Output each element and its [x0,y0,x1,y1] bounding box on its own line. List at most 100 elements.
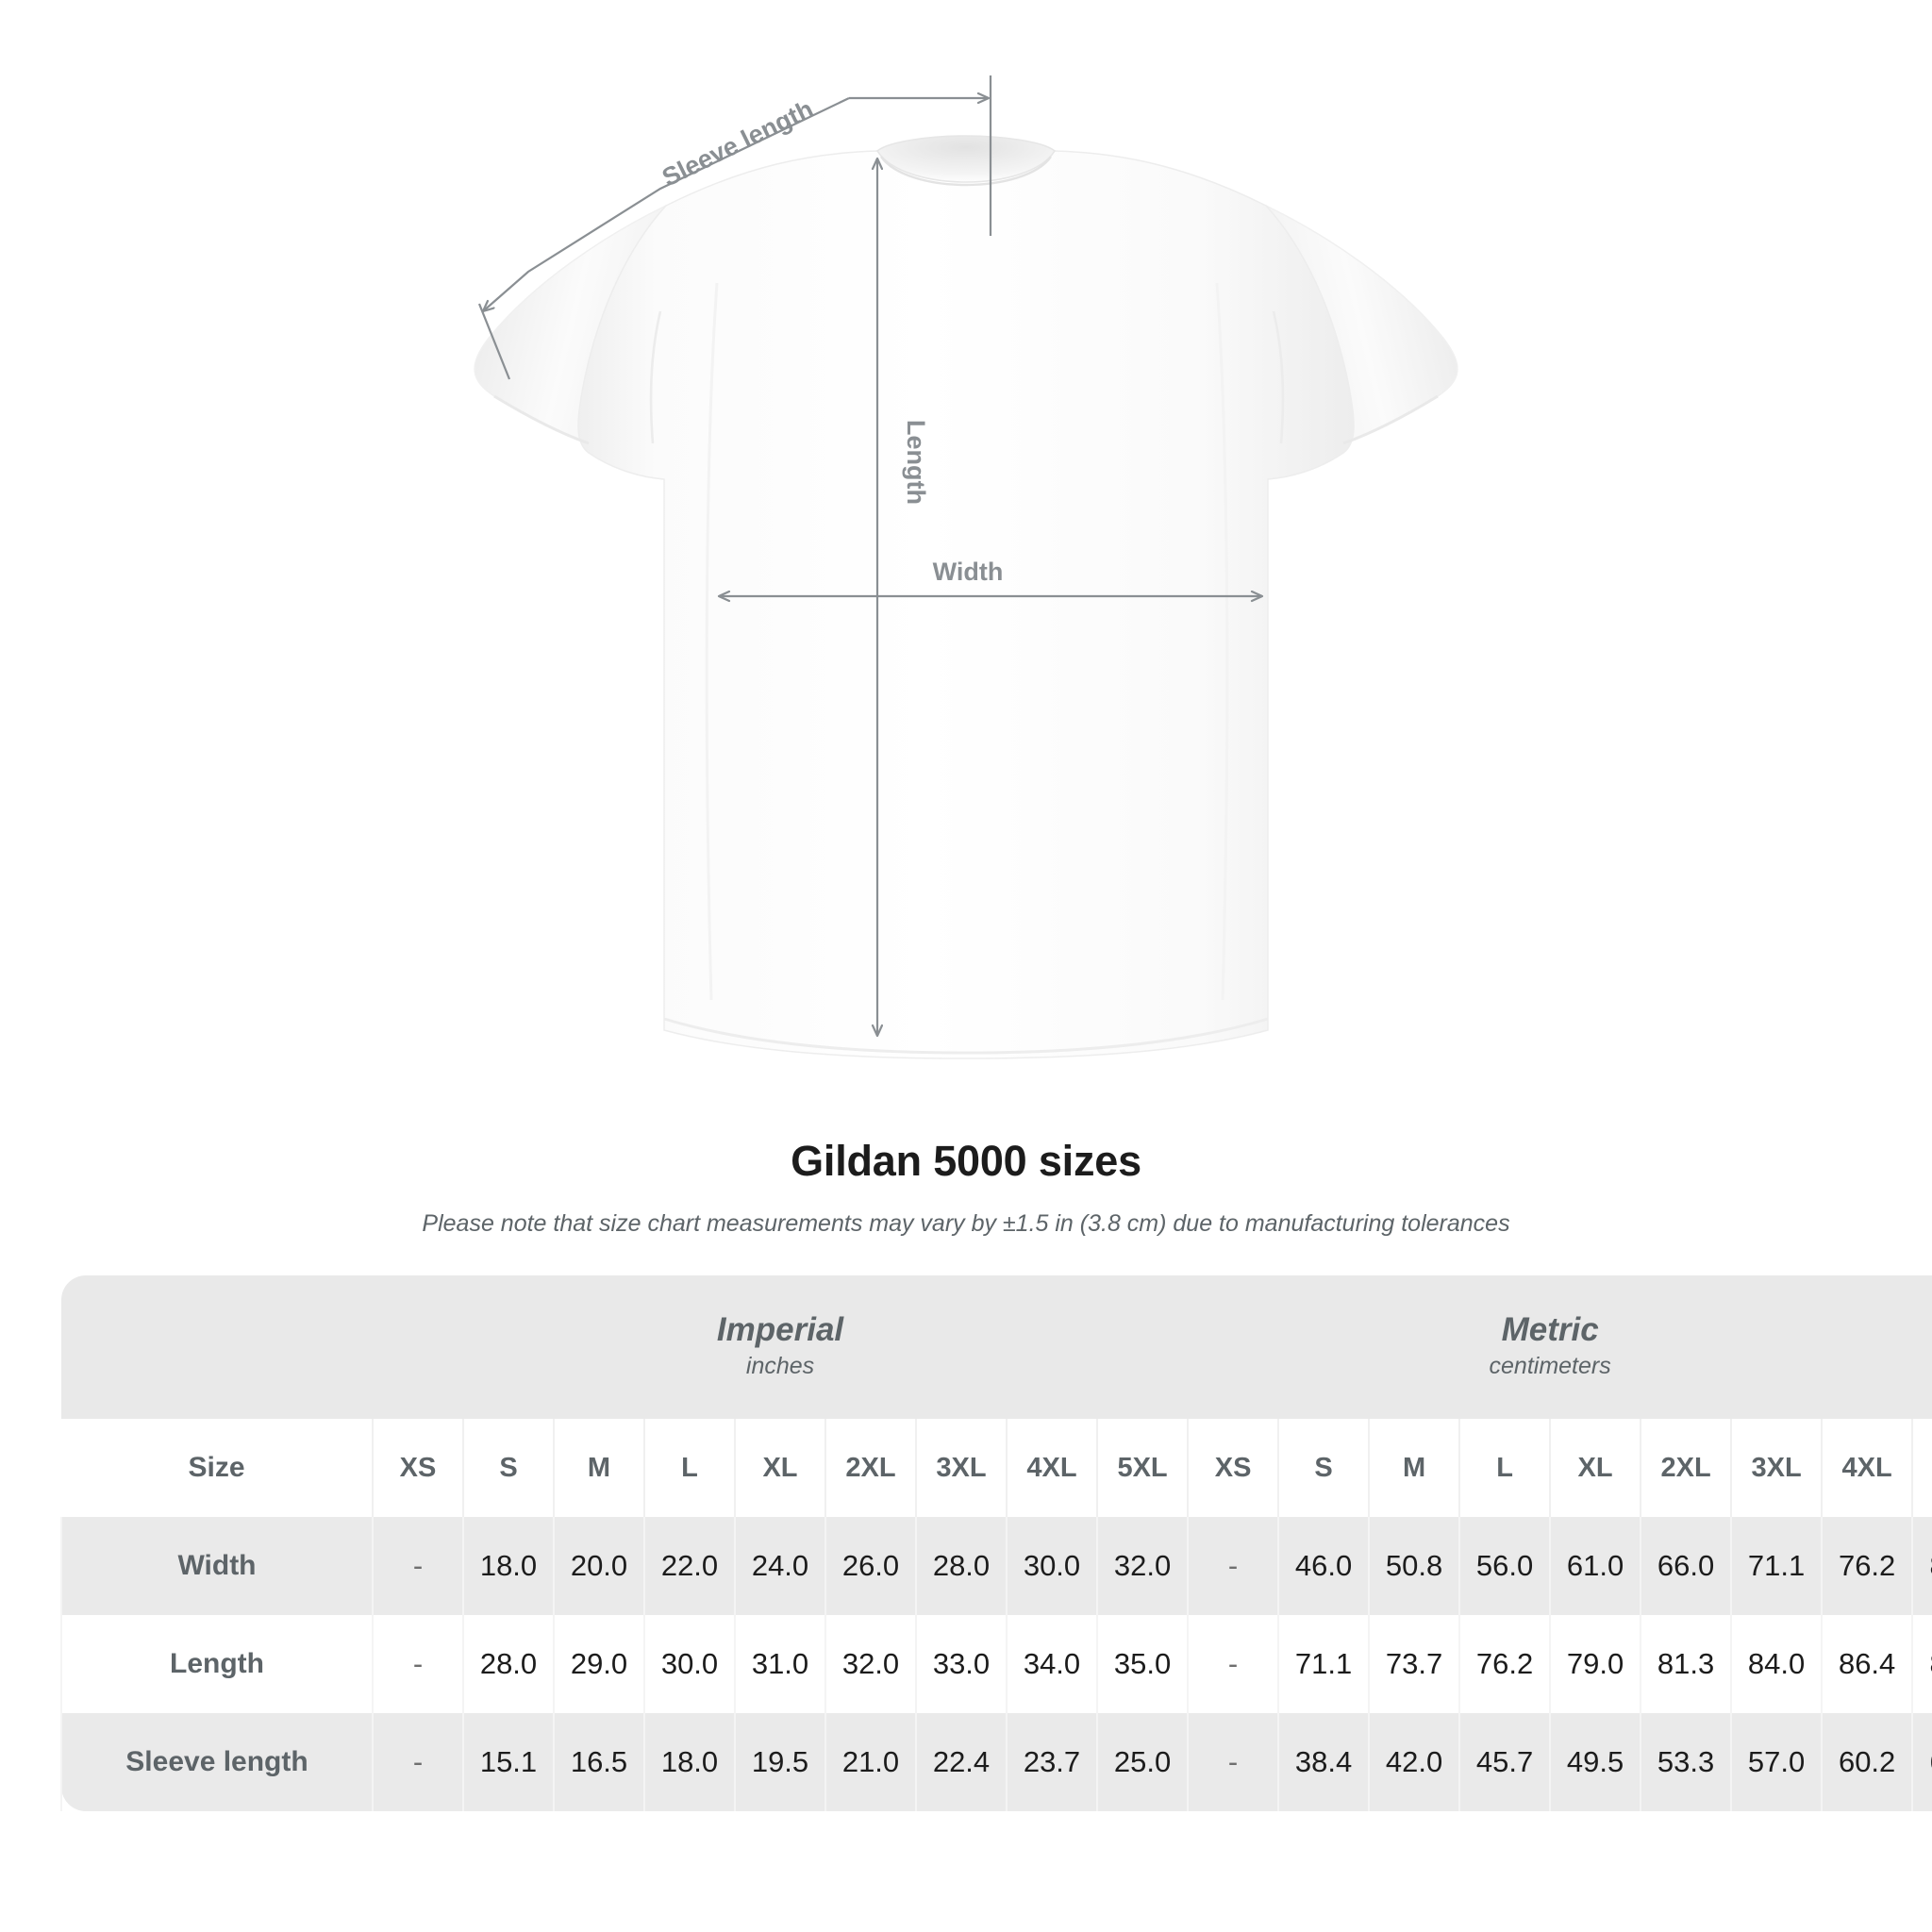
collar [875,135,1057,183]
bottom-hem [663,1017,1269,1055]
sleeve-length-line [483,97,850,311]
width-imperial-4xl: 30.0 [1006,1517,1097,1615]
row-label-width: Width [60,1517,373,1615]
length-imperial-xl: 31.0 [734,1615,825,1713]
collar-seam [880,156,1052,187]
width-metric-2xl: 66.0 [1640,1517,1732,1615]
right-sleeve-hem [1342,394,1439,445]
col-header-metric-5xl: 5XL [1911,1419,1932,1517]
sleeve-metric-xs: - [1187,1713,1279,1811]
width-imperial-xl: 24.0 [734,1517,825,1615]
metric-sub: centimeters [1489,1352,1611,1379]
sleeve-metric-3xl: 57.0 [1730,1713,1823,1811]
width-metric-l: 56.0 [1458,1517,1551,1615]
table-row-sleeve-length: Sleeve length - 15.1 16.5 18.0 19.5 21.0… [60,1713,1932,1811]
row-label-length: Length [60,1615,373,1713]
length-metric-2xl: 81.3 [1640,1615,1732,1713]
width-metric-s: 46.0 [1277,1517,1370,1615]
width-imperial-m: 20.0 [553,1517,644,1615]
width-metric-m: 50.8 [1368,1517,1460,1615]
col-header-imperial-s: S [462,1419,554,1517]
unit-band-spacer [61,1275,373,1419]
length-imperial-4xl: 34.0 [1006,1615,1097,1713]
table-row-length: Length - 28.0 29.0 30.0 31.0 32.0 33.0 3… [60,1615,1932,1713]
width-imperial-l: 22.0 [643,1517,735,1615]
width-label: Width [933,558,1004,586]
col-header-metric-2xl: 2XL [1640,1419,1732,1517]
length-metric-xl: 79.0 [1549,1615,1641,1713]
imperial-name: Imperial [716,1310,844,1348]
col-header-imperial-xl: XL [734,1419,825,1517]
shirt-body [577,150,1355,1059]
tshirt-diagram: Sleeve length Length Width [474,75,1458,1059]
tshirt-illustration: Sleeve length Length Width [474,75,1458,1059]
col-header-metric-m: M [1368,1419,1460,1517]
length-metric-3xl: 84.0 [1730,1615,1823,1713]
unit-group-imperial: Imperial inches [373,1275,1189,1419]
col-header-imperial-m: M [553,1419,644,1517]
col-header-imperial-3xl: 3XL [915,1419,1007,1517]
sleeve-imperial-s: 15.1 [462,1713,554,1811]
length-imperial-l: 30.0 [643,1615,735,1713]
metric-name: Metric [1501,1310,1599,1348]
sleeve-metric-5xl: 63.5 [1911,1713,1932,1811]
sleeve-imperial-m: 16.5 [553,1713,644,1811]
length-metric-l: 76.2 [1458,1615,1551,1713]
size-header-row: Size XS S M L XL 2XL 3XL 4XL 5XL XS S M … [61,1419,1932,1517]
length-metric-s: 71.1 [1277,1615,1370,1713]
size-header-label: Size [61,1419,373,1517]
sleeve-metric-xl: 49.5 [1549,1713,1641,1811]
col-header-metric-l: L [1458,1419,1551,1517]
length-imperial-2xl: 32.0 [824,1615,916,1713]
sleeve-imperial-l: 18.0 [643,1713,735,1811]
size-table-container: Imperial inches Metric centimeters Size … [60,1275,1932,1811]
col-header-imperial-4xl: 4XL [1006,1419,1097,1517]
col-header-imperial-2xl: 2XL [824,1419,916,1517]
fold-left [705,282,719,1001]
col-header-metric-4xl: 4XL [1821,1419,1913,1517]
sleeve-metric-4xl: 60.2 [1821,1713,1913,1811]
sleeve-imperial-3xl: 22.4 [915,1713,1007,1811]
length-metric-xs: - [1187,1615,1279,1713]
fold-armhole-right [1272,310,1285,444]
sleeve-imperial-5xl: 25.0 [1095,1713,1189,1811]
width-imperial-2xl: 26.0 [824,1517,916,1615]
width-metric-xs: - [1187,1517,1279,1615]
sleeve-metric-l: 45.7 [1458,1713,1551,1811]
sleeve-hem-reference-line [477,303,511,380]
sleeve-metric-s: 38.4 [1277,1713,1370,1811]
col-header-metric-xs: XS [1187,1419,1279,1517]
length-metric-5xl: 89.0 [1911,1615,1932,1713]
col-header-metric-s: S [1277,1419,1370,1517]
length-imperial-3xl: 33.0 [915,1615,1007,1713]
width-metric-3xl: 71.1 [1730,1517,1823,1615]
col-header-metric-3xl: 3XL [1730,1419,1823,1517]
col-header-metric-xl: XL [1549,1419,1641,1517]
unit-band-end [1912,1275,1932,1419]
length-label: Length [902,420,930,505]
col-header-imperial-5xl: 5XL [1095,1419,1189,1517]
width-imperial-5xl: 32.0 [1095,1517,1189,1615]
col-header-imperial-xs: XS [372,1419,463,1517]
table-row-width: Width - 18.0 20.0 22.0 24.0 26.0 28.0 30… [60,1517,1932,1615]
width-metric-5xl: 81.3 [1911,1517,1932,1615]
left-sleeve-hem [493,394,590,445]
length-imperial-5xl: 35.0 [1095,1615,1189,1713]
width-metric-4xl: 76.2 [1821,1517,1913,1615]
length-metric-4xl: 86.4 [1821,1615,1913,1713]
sleeve-imperial-4xl: 23.7 [1006,1713,1097,1811]
col-header-imperial-l: L [643,1419,735,1517]
width-metric-xl: 61.0 [1549,1517,1641,1615]
page-title: Gildan 5000 sizes [791,1137,1141,1185]
sleeve-metric-m: 42.0 [1368,1713,1460,1811]
size-table: Imperial inches Metric centimeters Size … [60,1275,1932,1811]
tolerance-note: Please note that size chart measurements… [422,1210,1510,1237]
width-imperial-s: 18.0 [462,1517,554,1615]
sleeve-imperial-xl: 19.5 [734,1713,825,1811]
sleeve-imperial-xs: - [372,1713,463,1811]
width-imperial-3xl: 28.0 [915,1517,1007,1615]
sleeve-metric-2xl: 53.3 [1640,1713,1732,1811]
unit-band-row: Imperial inches Metric centimeters [61,1275,1932,1419]
length-imperial-xs: - [372,1615,463,1713]
